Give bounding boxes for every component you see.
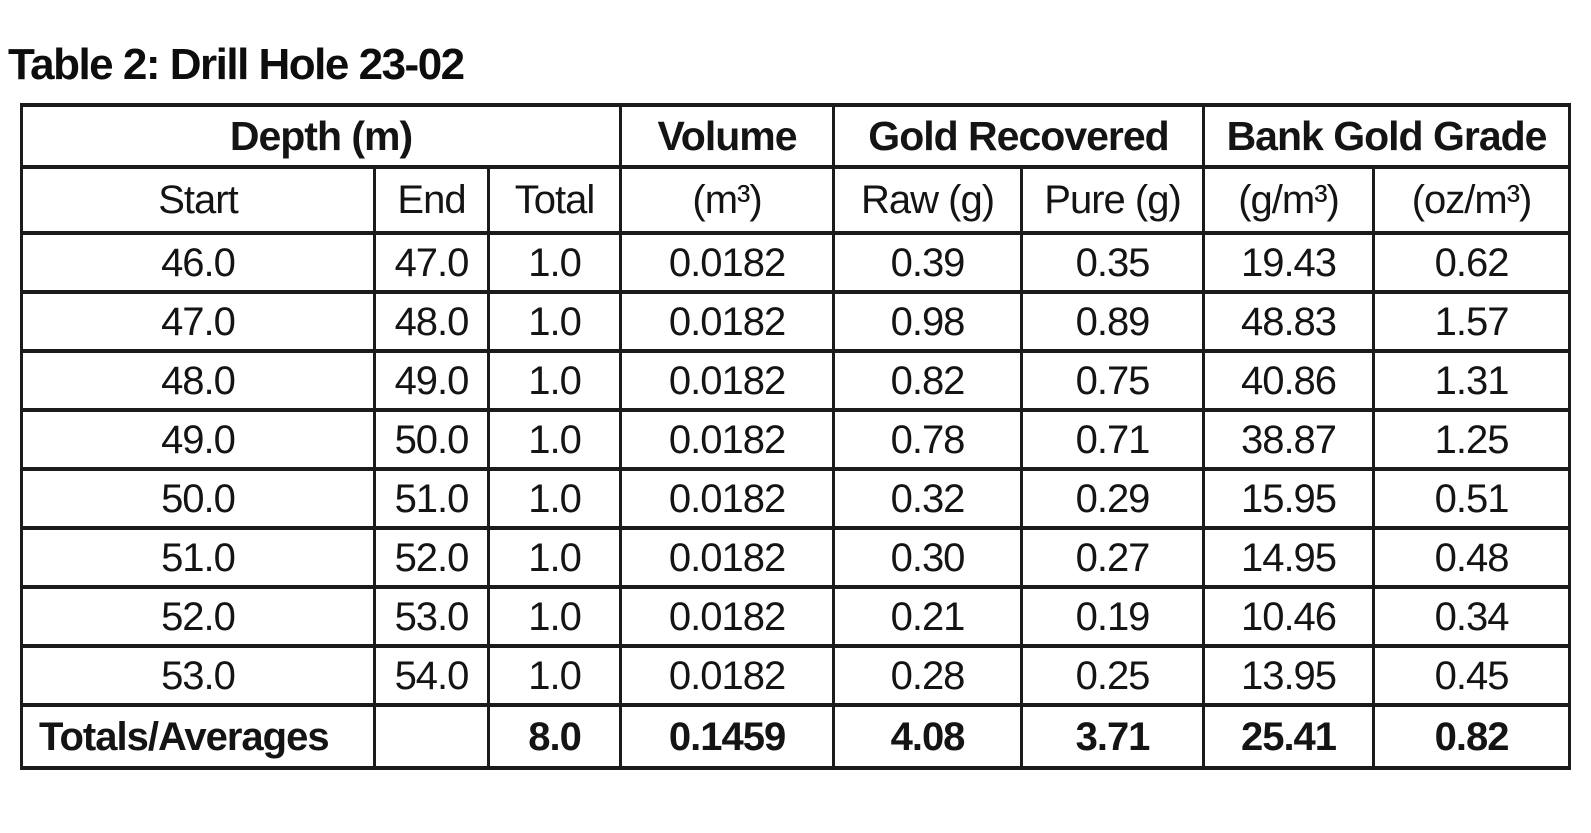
- cell-pure: 0.25: [1020, 644, 1206, 707]
- cell-raw: 0.98: [832, 290, 1024, 353]
- cell-volume: 0.0182: [619, 290, 836, 353]
- col-header-oz-per-m3: (oz/m³): [1372, 165, 1572, 235]
- col-header-end: End: [373, 165, 490, 235]
- totals-pure: 3.71: [1020, 703, 1206, 770]
- cell-grade-oz: 1.25: [1372, 408, 1572, 471]
- group-header-bank-gold-grade: Bank Gold Grade: [1202, 103, 1572, 169]
- col-header-volume-m3: (m³): [619, 165, 836, 235]
- table-row: 50.0 51.0 1.0 0.0182 0.32 0.29 15.95 0.5…: [20, 467, 1572, 530]
- cell-total: 1.0: [486, 349, 623, 412]
- col-header-raw-g: Raw (g): [832, 165, 1024, 235]
- cell-total: 1.0: [486, 585, 623, 648]
- cell-total: 1.0: [486, 644, 623, 707]
- cell-pure: 0.35: [1020, 231, 1206, 294]
- cell-raw: 0.21: [832, 585, 1024, 648]
- totals-volume: 0.1459: [619, 703, 836, 770]
- cell-raw: 0.78: [832, 408, 1024, 471]
- cell-pure: 0.19: [1020, 585, 1206, 648]
- cell-start: 48.0: [20, 349, 376, 412]
- cell-grade-oz: 1.31: [1372, 349, 1572, 412]
- cell-grade-oz: 0.51: [1372, 467, 1572, 530]
- group-header-depth: Depth (m): [19, 103, 623, 169]
- cell-end: 47.0: [373, 231, 490, 294]
- cell-start: 51.0: [20, 526, 376, 589]
- table-row: 48.0 49.0 1.0 0.0182 0.82 0.75 40.86 1.3…: [20, 349, 1572, 412]
- cell-grade-g: 13.95: [1202, 644, 1376, 707]
- cell-raw: 0.82: [832, 349, 1024, 412]
- cell-raw: 0.39: [832, 231, 1024, 294]
- cell-pure: 0.75: [1020, 349, 1206, 412]
- table-row: 46.0 47.0 1.0 0.0182 0.39 0.35 19.43 0.6…: [20, 231, 1572, 294]
- cell-end: 51.0: [373, 467, 490, 530]
- cell-raw: 0.30: [832, 526, 1024, 589]
- cell-end: 49.0: [373, 349, 490, 412]
- drill-hole-table: Depth (m) Volume Gold Recovered Bank Gol…: [19, 103, 1572, 770]
- col-header-pure-g: Pure (g): [1020, 165, 1206, 235]
- cell-grade-oz: 0.45: [1372, 644, 1572, 707]
- cell-grade-g: 40.86: [1202, 349, 1376, 412]
- totals-raw: 4.08: [832, 703, 1024, 770]
- cell-start: 47.0: [20, 290, 376, 353]
- cell-total: 1.0: [486, 231, 623, 294]
- cell-volume: 0.0182: [619, 349, 836, 412]
- cell-grade-oz: 0.34: [1372, 585, 1572, 648]
- totals-grade-g: 25.41: [1202, 703, 1376, 770]
- cell-total: 1.0: [486, 290, 623, 353]
- cell-grade-g: 15.95: [1202, 467, 1376, 530]
- totals-row: Totals/Averages 8.0 0.1459 4.08 3.71 25.…: [20, 703, 1572, 770]
- table-row: 53.0 54.0 1.0 0.0182 0.28 0.25 13.95 0.4…: [20, 644, 1572, 707]
- cell-raw: 0.32: [832, 467, 1024, 530]
- cell-total: 1.0: [486, 408, 623, 471]
- cell-volume: 0.0182: [619, 526, 836, 589]
- group-header-volume: Volume: [619, 103, 836, 169]
- cell-volume: 0.0182: [619, 467, 836, 530]
- cell-pure: 0.29: [1020, 467, 1206, 530]
- cell-grade-oz: 0.62: [1372, 231, 1572, 294]
- cell-volume: 0.0182: [619, 408, 836, 471]
- cell-start: 53.0: [20, 644, 376, 707]
- cell-total: 1.0: [486, 526, 623, 589]
- col-header-start: Start: [20, 165, 376, 235]
- table-row: 52.0 53.0 1.0 0.0182 0.21 0.19 10.46 0.3…: [20, 585, 1572, 648]
- cell-grade-oz: 0.48: [1372, 526, 1572, 589]
- totals-total: 8.0: [486, 703, 623, 770]
- table-row: 47.0 48.0 1.0 0.0182 0.98 0.89 48.83 1.5…: [20, 290, 1572, 353]
- cell-grade-g: 14.95: [1202, 526, 1376, 589]
- cell-grade-g: 48.83: [1202, 290, 1376, 353]
- cell-start: 52.0: [20, 585, 376, 648]
- cell-end: 50.0: [373, 408, 490, 471]
- group-header-gold-recovered: Gold Recovered: [832, 103, 1206, 169]
- table-row: 49.0 50.0 1.0 0.0182 0.78 0.71 38.87 1.2…: [20, 408, 1572, 471]
- cell-volume: 0.0182: [619, 585, 836, 648]
- cell-end: 48.0: [373, 290, 490, 353]
- cell-grade-g: 38.87: [1202, 408, 1376, 471]
- cell-raw: 0.28: [832, 644, 1024, 707]
- cell-volume: 0.0182: [619, 231, 836, 294]
- cell-start: 50.0: [20, 467, 376, 530]
- cell-grade-oz: 1.57: [1372, 290, 1572, 353]
- cell-pure: 0.89: [1020, 290, 1206, 353]
- col-header-g-per-m3: (g/m³): [1202, 165, 1376, 235]
- cell-grade-g: 19.43: [1202, 231, 1376, 294]
- group-header-row: Depth (m) Volume Gold Recovered Bank Gol…: [19, 103, 1572, 169]
- cell-start: 49.0: [20, 408, 376, 471]
- cell-end: 54.0: [373, 644, 490, 707]
- cell-end: 52.0: [373, 526, 490, 589]
- totals-end-empty: [373, 703, 490, 770]
- table-title: Table 2: Drill Hole 23-02: [8, 40, 465, 89]
- cell-volume: 0.0182: [619, 644, 836, 707]
- column-header-row: Start End Total (m³) Raw (g) Pure (g) (g…: [20, 165, 1572, 235]
- table-row: 51.0 52.0 1.0 0.0182 0.30 0.27 14.95 0.4…: [20, 526, 1572, 589]
- cell-total: 1.0: [486, 467, 623, 530]
- totals-label: Totals/Averages: [20, 703, 376, 770]
- cell-pure: 0.27: [1020, 526, 1206, 589]
- cell-grade-g: 10.46: [1202, 585, 1376, 648]
- cell-end: 53.0: [373, 585, 490, 648]
- cell-pure: 0.71: [1020, 408, 1206, 471]
- cell-start: 46.0: [20, 231, 376, 294]
- totals-grade-oz: 0.82: [1372, 703, 1572, 770]
- col-header-total: Total: [486, 165, 623, 235]
